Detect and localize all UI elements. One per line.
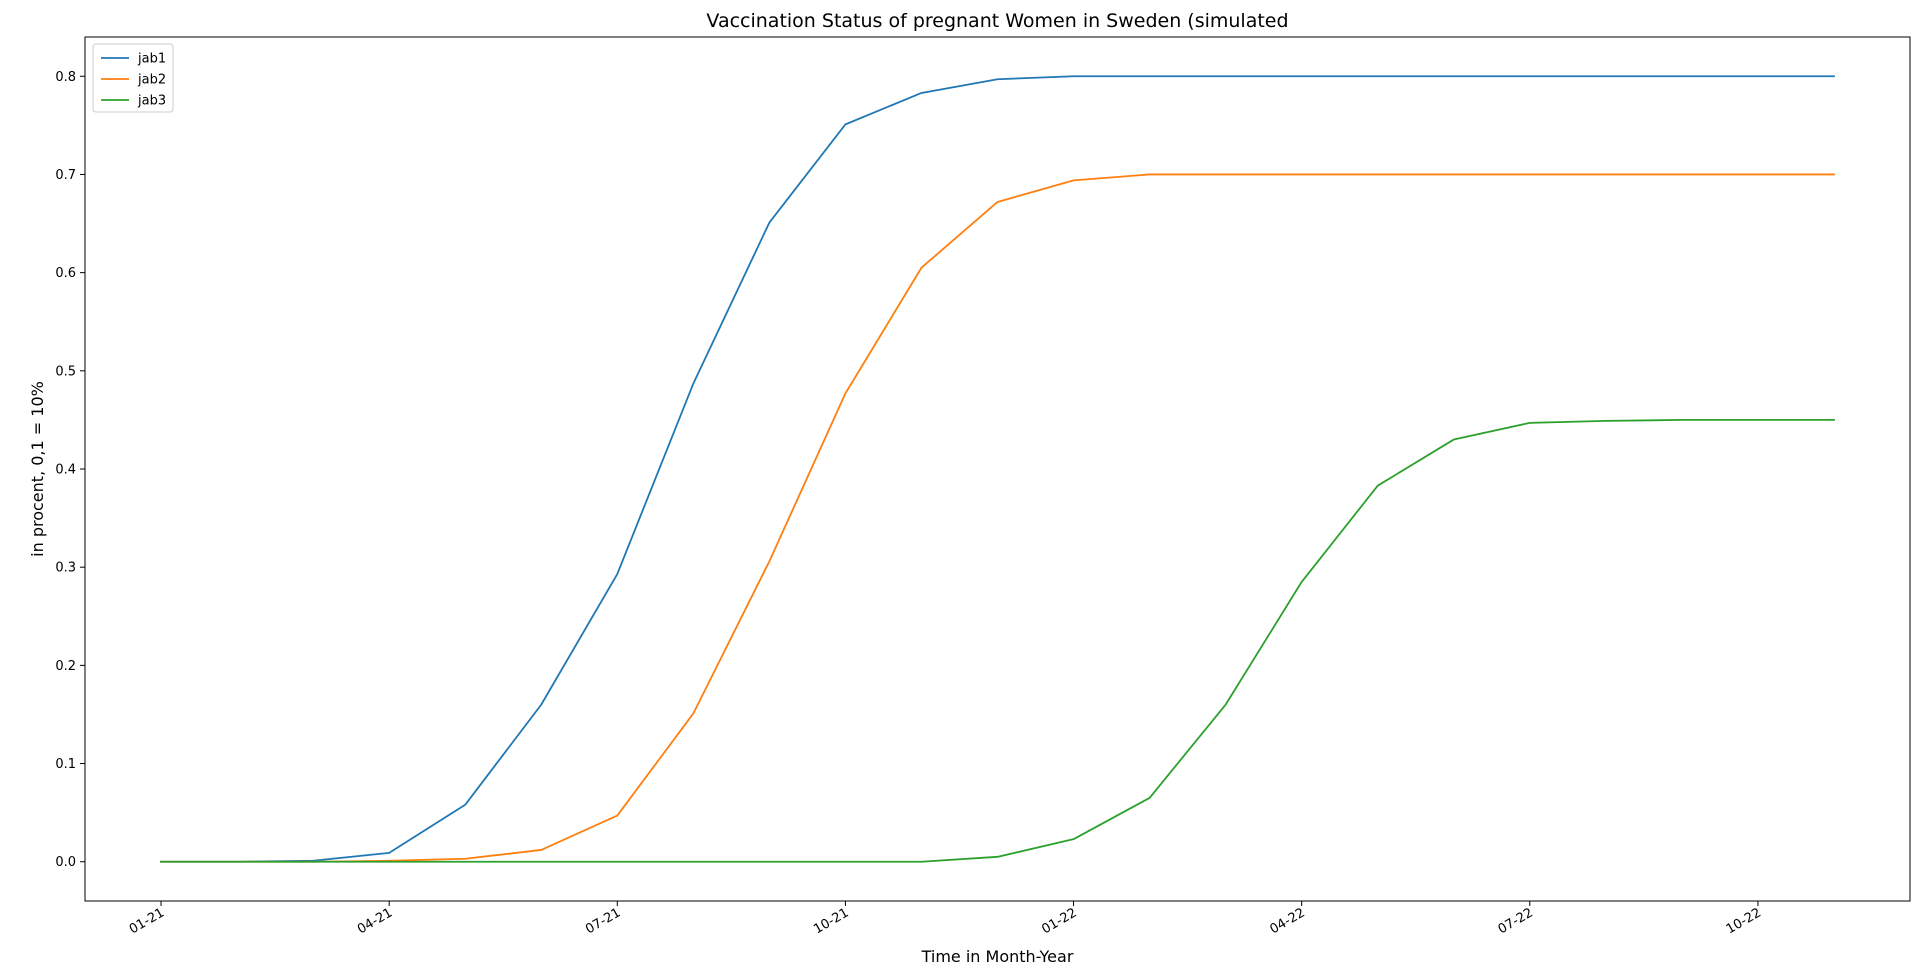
x-axis-label: Time in Month-Year	[921, 947, 1074, 966]
series-line-jab3	[160, 419, 1835, 863]
x-tick-label: 01-21	[127, 905, 167, 937]
y-tick-label: 0.1	[55, 757, 76, 772]
x-tick-label: 01-22	[1039, 905, 1079, 937]
y-axis-label: in procent, 0,1 = 10%	[28, 381, 47, 557]
x-tick-label: 07-22	[1496, 905, 1536, 937]
x-tick-label: 07-21	[583, 905, 623, 937]
legend: jab1 jab2 jab3	[92, 43, 174, 113]
x-tick-label: 04-22	[1267, 905, 1307, 937]
x-tick-label: 10-21	[811, 905, 851, 937]
series-line-jab1	[160, 75, 1835, 863]
series-line-jab2	[160, 173, 1835, 863]
y-tick-label: 0.7	[55, 168, 76, 183]
x-tick-label: 04-21	[355, 905, 395, 937]
y-tick-label: 0.2	[55, 659, 76, 674]
y-tick-label: 0.5	[55, 364, 76, 379]
y-tick-label: 0.0	[55, 855, 76, 870]
y-tick-label: 0.3	[55, 561, 76, 576]
chart-title: Vaccination Status of pregnant Women in …	[706, 10, 1288, 32]
y-tick-label: 0.4	[55, 463, 76, 478]
legend-label-jab3: jab3	[137, 94, 166, 109]
y-tick-label: 0.6	[55, 266, 76, 281]
legend-label-jab2: jab2	[137, 73, 166, 88]
x-tick-label: 10-22	[1724, 905, 1764, 937]
legend-frame	[92, 43, 174, 113]
y-tick-label: 0.8	[55, 70, 76, 85]
legend-label-jab1: jab1	[137, 52, 166, 67]
plot-frame	[84, 36, 1911, 902]
